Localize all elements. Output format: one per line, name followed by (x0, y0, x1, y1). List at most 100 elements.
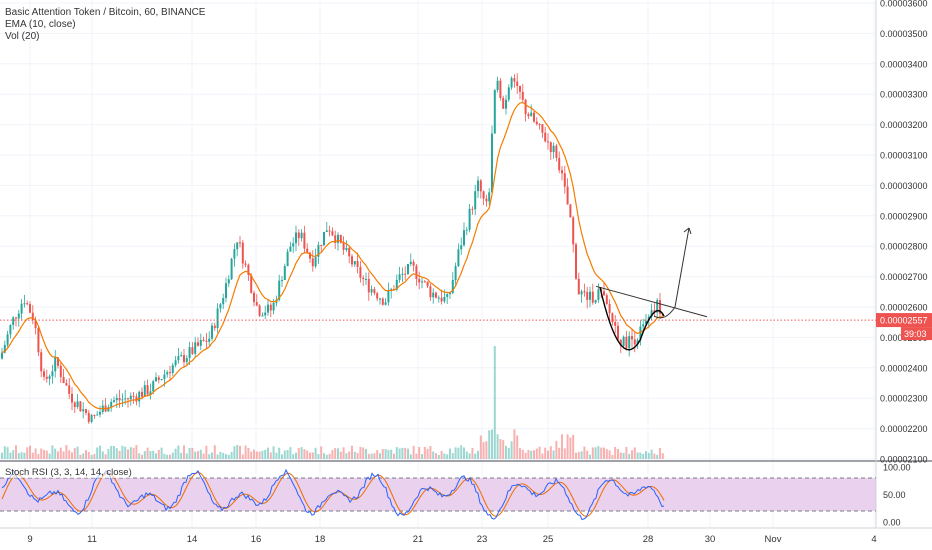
candle-body (524, 99, 527, 115)
volume-bar (390, 449, 393, 459)
volume-bar (519, 448, 521, 459)
candle-body (3, 344, 6, 353)
candle-body (440, 297, 443, 302)
candle-body (213, 325, 216, 328)
candle-body (241, 242, 244, 264)
volume-bar (471, 447, 474, 459)
candle-body (115, 397, 118, 401)
price-tick-label: 0.00003600 (880, 0, 928, 9)
volume-bar (51, 445, 54, 459)
volume-bar (59, 447, 62, 459)
volume-bar (90, 454, 93, 459)
candle-body (292, 243, 295, 247)
volume-bar (479, 435, 482, 459)
volume-bar (348, 451, 351, 459)
candle-body (202, 339, 205, 341)
volume-bar (589, 454, 591, 459)
volume-bar (289, 447, 292, 459)
volume-bar (418, 446, 421, 459)
candle-body (48, 376, 51, 379)
volume-bar (222, 452, 225, 459)
volume-bar (586, 450, 589, 459)
candle-body (502, 97, 505, 109)
volume-bar (258, 451, 261, 459)
candle-body (381, 298, 384, 305)
time-tick-label: 14 (187, 534, 198, 545)
candle-body (577, 278, 580, 295)
candle-body (541, 124, 544, 133)
candle-body (205, 340, 208, 342)
candle-body (538, 124, 541, 126)
candle-body (597, 289, 600, 300)
volume-bar (191, 447, 194, 459)
candle-body (261, 315, 264, 317)
volume-bar (157, 449, 160, 459)
candle-body (510, 78, 513, 88)
candle-body (127, 398, 129, 400)
volume-bar (558, 447, 561, 459)
candle-body (43, 371, 45, 377)
volume-bar (185, 453, 188, 459)
volume-legend: Vol (20) (5, 31, 40, 42)
volume-bar (76, 446, 79, 459)
candle-body (230, 258, 233, 280)
volume-bar (197, 451, 199, 459)
volume-bar (429, 445, 432, 459)
candle-body (496, 80, 499, 91)
candle-body (79, 401, 82, 412)
candle-body (516, 81, 519, 86)
candle-body (157, 377, 160, 380)
volume-bar (71, 452, 73, 459)
candle-body (138, 391, 141, 402)
candle-body (659, 300, 661, 314)
candle-body (325, 230, 328, 232)
price-tick-label: 0.00003300 (880, 90, 928, 100)
candle-body (194, 342, 197, 354)
volume-bar (563, 448, 566, 459)
candle-body (124, 398, 127, 400)
volume-bar (57, 451, 59, 459)
candle-body (160, 379, 163, 381)
candle-body (622, 336, 625, 346)
candle-body (331, 231, 334, 236)
volume-bar (401, 447, 404, 459)
candle-body (558, 157, 561, 171)
time-tick-label: 16 (251, 534, 262, 545)
volume-bar (619, 452, 622, 459)
candle-body (40, 352, 43, 372)
volume-bar (650, 449, 653, 459)
volume-bar (482, 442, 485, 459)
volume-bar (295, 452, 297, 459)
volume-bar (647, 453, 650, 459)
volume-bar (65, 445, 68, 459)
candle-body (59, 365, 62, 378)
volume-bar (73, 448, 76, 459)
volume-bar (155, 453, 157, 459)
volume-bar (194, 451, 197, 459)
volume-bar (474, 453, 477, 459)
volume-bar (516, 435, 519, 459)
volume-bar (124, 446, 127, 459)
candle-body (449, 292, 451, 295)
volume-bar (488, 430, 491, 459)
candle-body (611, 313, 614, 322)
volume-bar (491, 429, 493, 459)
volume-bar (544, 447, 547, 459)
candle-body (639, 326, 642, 341)
volume-bar (597, 446, 600, 459)
candle-body (57, 357, 59, 366)
volume-bar (9, 452, 12, 459)
countdown-tag (901, 327, 932, 341)
candle-body (583, 291, 586, 293)
candle-body (493, 90, 496, 134)
candle-body (306, 248, 309, 253)
volume-bar (127, 449, 129, 459)
volume-bar (611, 454, 614, 459)
time-tick-label: 11 (87, 534, 97, 545)
candle-body (521, 91, 524, 100)
volume-bar (171, 452, 174, 459)
volume-bar (3, 446, 6, 459)
candle-body (267, 304, 269, 313)
volume-bar (317, 454, 320, 459)
